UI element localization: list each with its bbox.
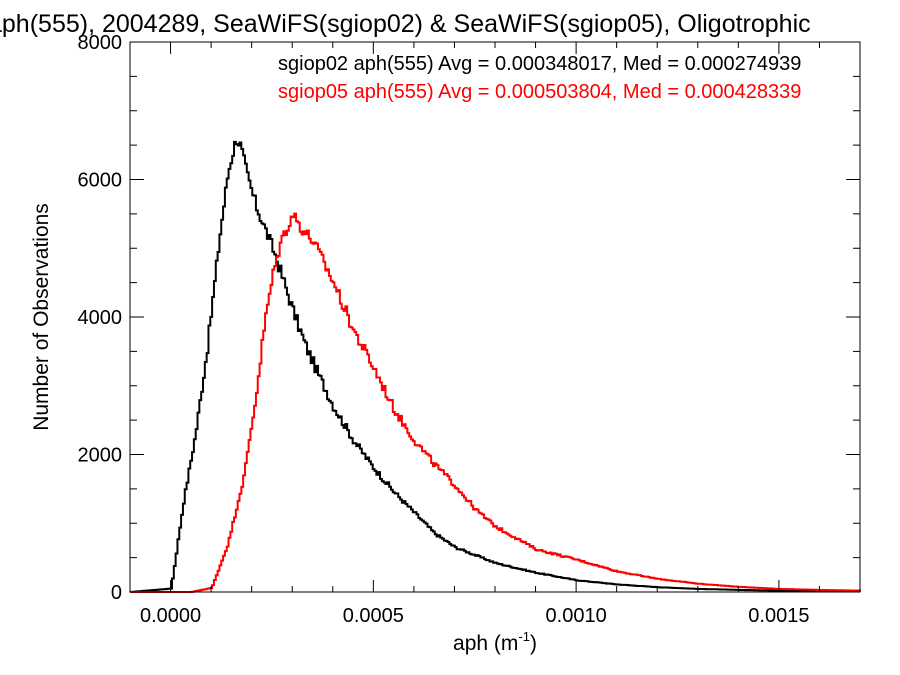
y-tick-label: 4000 [78, 307, 123, 329]
y-tick-label: 8000 [78, 32, 123, 54]
y-axis-label: Number of Observations [30, 203, 53, 431]
x-tick-label: 0.0005 [343, 605, 404, 627]
series-sgiop05-line [130, 212, 861, 593]
chart-title: aph(555), 2004289, SeaWiFS(sgiop02) & Se… [0, 10, 811, 38]
x-tick-label: 0.0015 [748, 605, 809, 627]
legend: sgiop02 aph(555) Avg = 0.000348017, Med … [278, 53, 801, 103]
y-tick-label: 6000 [78, 170, 123, 192]
x-tick-label: 0.0010 [546, 605, 607, 627]
axis-layer: 0.0000 0.0005 0.0010 0.0015 0 2000 4000 6000 800… [78, 32, 861, 627]
legend-entry-sgiop02: sgiop02 aph(555) Avg = 0.000348017, Med … [278, 53, 801, 75]
y-tick-label: 0 [111, 582, 122, 604]
x-tick-label: 0.0000 [140, 605, 201, 627]
legend-entry-sgiop05: sgiop05 aph(555) Avg = 0.000503804, Med … [278, 81, 801, 103]
x-axis-label: aph (m-1) [453, 629, 537, 655]
y-tick-label: 2000 [78, 445, 123, 467]
